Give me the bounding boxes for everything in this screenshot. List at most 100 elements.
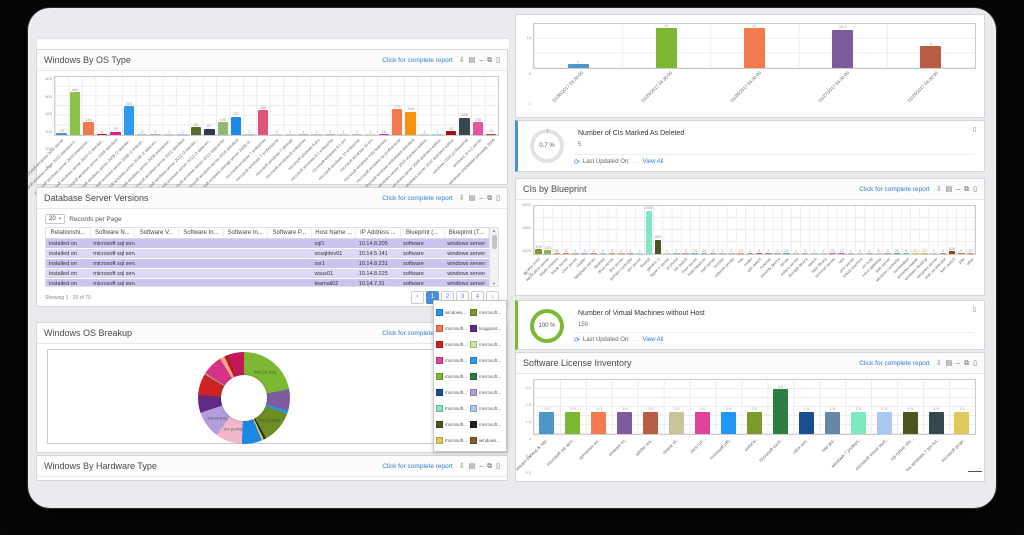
bar[interactable]: 1 xyxy=(149,77,162,135)
records-per-page-select[interactable]: 20 ▾ xyxy=(45,214,66,224)
bar[interactable]: 8 xyxy=(902,206,911,254)
bar[interactable]: 10 xyxy=(966,206,975,254)
complete-report-link[interactable]: Click for complete report xyxy=(382,56,453,64)
minimize-icon[interactable]: – xyxy=(479,194,484,202)
bar[interactable]: 2 xyxy=(270,77,283,135)
bar[interactable]: 197 xyxy=(229,77,242,135)
delete-icon[interactable]: ▯ xyxy=(496,56,500,64)
bar[interactable]: 1.0 xyxy=(612,380,638,434)
bar[interactable]: 1.0 xyxy=(742,380,768,434)
bar[interactable]: 185 xyxy=(458,77,471,135)
bar[interactable]: 1.0 xyxy=(897,380,923,434)
bar[interactable]: 2 xyxy=(350,77,363,135)
bar[interactable]: 126 xyxy=(947,206,956,254)
view-all-link[interactable]: View All xyxy=(642,159,664,165)
bar[interactable]: 22 xyxy=(782,206,791,254)
bar[interactable]: 8 xyxy=(562,206,571,254)
bar[interactable]: 10.5 xyxy=(799,24,887,68)
bar[interactable]: 1 xyxy=(773,206,782,254)
bar[interactable]: 1.0 xyxy=(923,380,949,434)
bar[interactable]: 20 xyxy=(55,77,68,135)
legend-item[interactable]: microsoft... xyxy=(436,320,470,336)
bar[interactable]: 1 xyxy=(626,206,635,254)
bar[interactable]: 44 xyxy=(699,206,708,254)
delete-icon[interactable]: ▯ xyxy=(973,185,977,193)
download-icon[interactable]: ⇩ xyxy=(458,462,465,470)
bar[interactable]: 10 xyxy=(377,77,390,135)
bar[interactable]: 12 xyxy=(837,206,846,254)
bar[interactable]: 1800 xyxy=(644,206,653,254)
download-icon[interactable]: ⇩ xyxy=(935,359,942,367)
bar[interactable]: 460 xyxy=(68,77,81,135)
bar[interactable]: 3 xyxy=(681,206,690,254)
print-icon[interactable]: ▤ xyxy=(945,185,953,193)
legend-item[interactable]: microsoft... xyxy=(469,368,504,384)
bar[interactable]: 11 xyxy=(710,23,798,68)
bar[interactable]: 35 xyxy=(109,77,122,135)
bar[interactable]: 2 xyxy=(883,206,892,254)
scroll-down-icon[interactable]: ▼ xyxy=(492,281,496,286)
complete-report-link[interactable]: Click for complete report xyxy=(382,329,453,337)
bar[interactable]: 67 xyxy=(203,77,216,135)
bar[interactable]: 1 xyxy=(337,77,350,135)
column-header[interactable]: Host Name ... xyxy=(311,228,357,239)
column-header[interactable]: Software In... xyxy=(178,228,224,239)
bar[interactable]: 1.0 xyxy=(949,380,975,434)
bar[interactable]: 5 xyxy=(957,206,966,254)
bar[interactable]: 5 xyxy=(136,77,149,135)
bar[interactable]: 24 xyxy=(690,206,699,254)
refresh-icon[interactable]: ⟳ xyxy=(574,159,580,166)
bar[interactable]: 1 xyxy=(162,77,175,135)
bar[interactable]: 42 xyxy=(911,206,920,254)
bar[interactable]: 8 xyxy=(95,77,108,135)
bar[interactable]: 1.0 xyxy=(871,380,897,434)
bar[interactable]: 2 xyxy=(323,77,336,135)
legend-item[interactable]: microsoft... xyxy=(469,336,504,352)
legend-item[interactable]: microsoft... xyxy=(436,368,470,384)
legend-item[interactable]: microsoft... xyxy=(469,416,504,432)
complete-report-link[interactable]: Click for complete report xyxy=(859,185,930,193)
legend-item[interactable]: microsoft... xyxy=(469,400,504,416)
delete-icon[interactable]: ▯ xyxy=(972,127,976,133)
legend-item[interactable]: microsoft... xyxy=(469,352,504,368)
bar[interactable]: 1 xyxy=(791,206,800,254)
column-header[interactable]: Software N... xyxy=(90,228,136,239)
download-icon[interactable]: ⇩ xyxy=(458,194,465,202)
bar[interactable]: 190 xyxy=(534,206,543,254)
column-header[interactable]: Software P... xyxy=(267,228,313,239)
complete-report-link[interactable]: Click for complete report xyxy=(382,194,453,202)
bar[interactable]: 1 xyxy=(745,206,754,254)
bar[interactable]: 1 xyxy=(431,77,444,135)
bar[interactable]: 1.0 xyxy=(819,380,845,434)
bar[interactable]: 2 xyxy=(727,206,736,254)
delete-icon[interactable]: ▯ xyxy=(973,359,977,367)
windows-os-breakup-donut[interactable]: 460 (21.9%) 241 (11.5%) 197 (9.4%) 202 (9.6… xyxy=(198,352,290,444)
legend-item[interactable]: windows... xyxy=(469,432,504,448)
bar[interactable]: 1 xyxy=(243,77,256,135)
bar[interactable]: 2 xyxy=(283,77,296,135)
bar[interactable]: 12 xyxy=(736,206,745,254)
bar[interactable]: 11 xyxy=(622,23,710,68)
bar[interactable]: 2 xyxy=(663,206,672,254)
bar[interactable]: 2 xyxy=(938,206,947,254)
legend-item[interactable]: microsoft... xyxy=(436,336,470,352)
scrollbar-thumb[interactable] xyxy=(491,235,497,249)
bar[interactable]: 275 xyxy=(391,77,404,135)
bar[interactable]: 1 xyxy=(310,77,323,135)
popout-icon[interactable]: ⧉ xyxy=(964,185,970,193)
bar[interactable]: 8 xyxy=(874,206,883,254)
legend-item[interactable]: microsoft... xyxy=(436,432,470,448)
bar[interactable]: 1.0 xyxy=(664,380,690,434)
bar[interactable]: 265 xyxy=(256,77,269,135)
column-header[interactable]: IP Address ... xyxy=(355,228,401,239)
bar[interactable]: 3 xyxy=(800,206,809,254)
legend-item[interactable]: windows... xyxy=(436,304,470,320)
bar[interactable]: 1.0 xyxy=(690,380,716,434)
minimize-icon[interactable]: – xyxy=(479,462,484,470)
legend-item[interactable]: microsoft... xyxy=(436,416,470,432)
legend-item[interactable]: longpoint... xyxy=(469,320,504,336)
column-header[interactable]: Blueprint (T... xyxy=(444,228,490,239)
print-icon[interactable]: ▤ xyxy=(945,359,953,367)
download-icon[interactable]: ⇩ xyxy=(935,185,942,193)
